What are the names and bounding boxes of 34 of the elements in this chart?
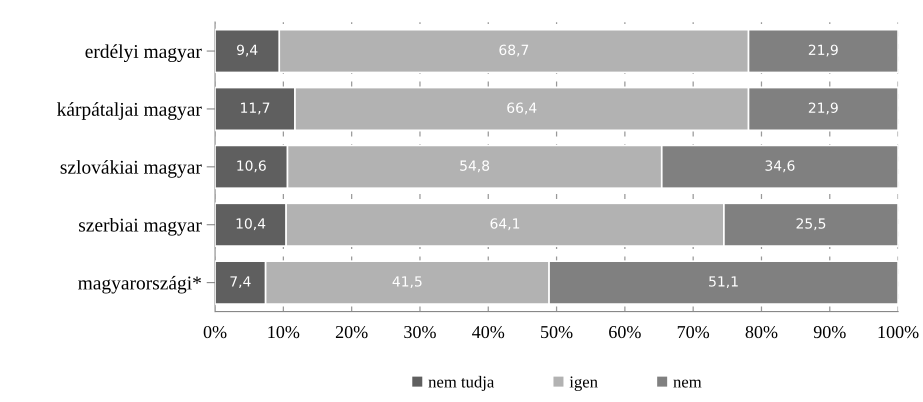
x-tick-label: 10%: [268, 326, 300, 338]
x-tick-label: 80%: [746, 326, 778, 338]
data-label: 54,8: [460, 160, 490, 172]
x-tick-label: 20%: [336, 326, 368, 338]
data-label: 9,4: [236, 44, 258, 56]
y-tick-label: szlovákiai magyar: [60, 160, 202, 178]
legend-label: igen: [570, 376, 598, 392]
y-tick-label: erdélyi magyar: [85, 44, 202, 62]
data-label: 68,7: [499, 44, 528, 56]
data-label: 7,4: [230, 276, 251, 288]
x-tick-label: 90%: [814, 326, 846, 338]
data-label: 11,7: [241, 102, 270, 114]
legend-label: nem tudja: [428, 376, 494, 391]
legend-label: nem: [673, 380, 702, 388]
data-label: 10,4: [236, 218, 266, 230]
data-label: 25,5: [796, 218, 826, 230]
data-label: 21,9: [808, 102, 838, 114]
x-tick-label: 30%: [404, 326, 436, 338]
data-label: 21,9: [808, 44, 838, 56]
data-label: 41,5: [392, 276, 422, 288]
x-tick-label: 50%: [541, 326, 572, 338]
x-tick-label: 40%: [472, 326, 504, 338]
data-label: 51,1: [709, 276, 738, 288]
y-tick-label: szerbiai magyar: [79, 218, 202, 236]
data-label: 10,6: [237, 160, 266, 172]
y-tick-label: magyarországi*: [78, 276, 201, 294]
x-tick-label: 100%: [878, 326, 919, 338]
x-tick-label: 70%: [678, 326, 710, 338]
y-tick-label: kárpátaljai magyar: [57, 102, 202, 120]
data-label: 66,4: [507, 102, 536, 114]
data-label: 34,6: [766, 160, 795, 172]
x-tick-label: 0%: [204, 326, 226, 338]
data-label: 64,1: [490, 218, 520, 230]
x-tick-label: 60%: [609, 326, 641, 338]
